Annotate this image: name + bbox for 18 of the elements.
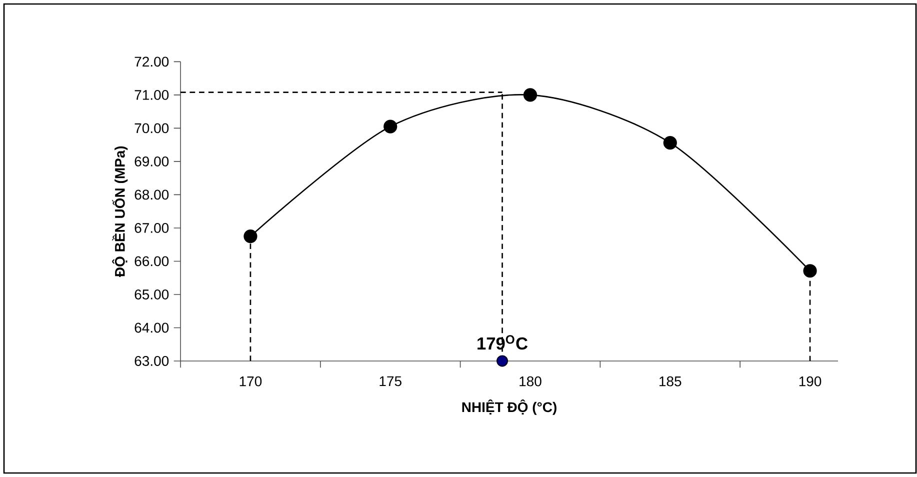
y-tick-label: 70.00 [134,123,169,134]
annotation: 179$^{O}$C [478,335,528,350]
y-tick-label: 68.00 [134,190,169,200]
y-tick-label: 72.00 [134,56,169,67]
x-tick-label: 170 [240,376,262,386]
x-tick-label: 180 [520,376,542,386]
y-tick-label: 64.00 [134,322,169,333]
y-tick-label: 71.00 [134,90,169,100]
x-tick-label: 185 [660,376,682,386]
x-axis-title: NHIỆT ĐỘ (°C) [462,399,556,415]
y-axis-title: ĐỘ BỀN UỐN (MPa) [112,146,128,277]
y-tick-label: 67.00 [134,223,169,233]
y-tick-label: 63.00 [134,356,169,366]
x-tick-label: 175 [380,376,402,386]
x-tick-label: 190 [799,376,822,386]
y-tick-label: 66.00 [134,256,169,266]
y-tick-label: 69.00 [134,156,169,166]
y-tick-label: 65.00 [134,290,169,300]
